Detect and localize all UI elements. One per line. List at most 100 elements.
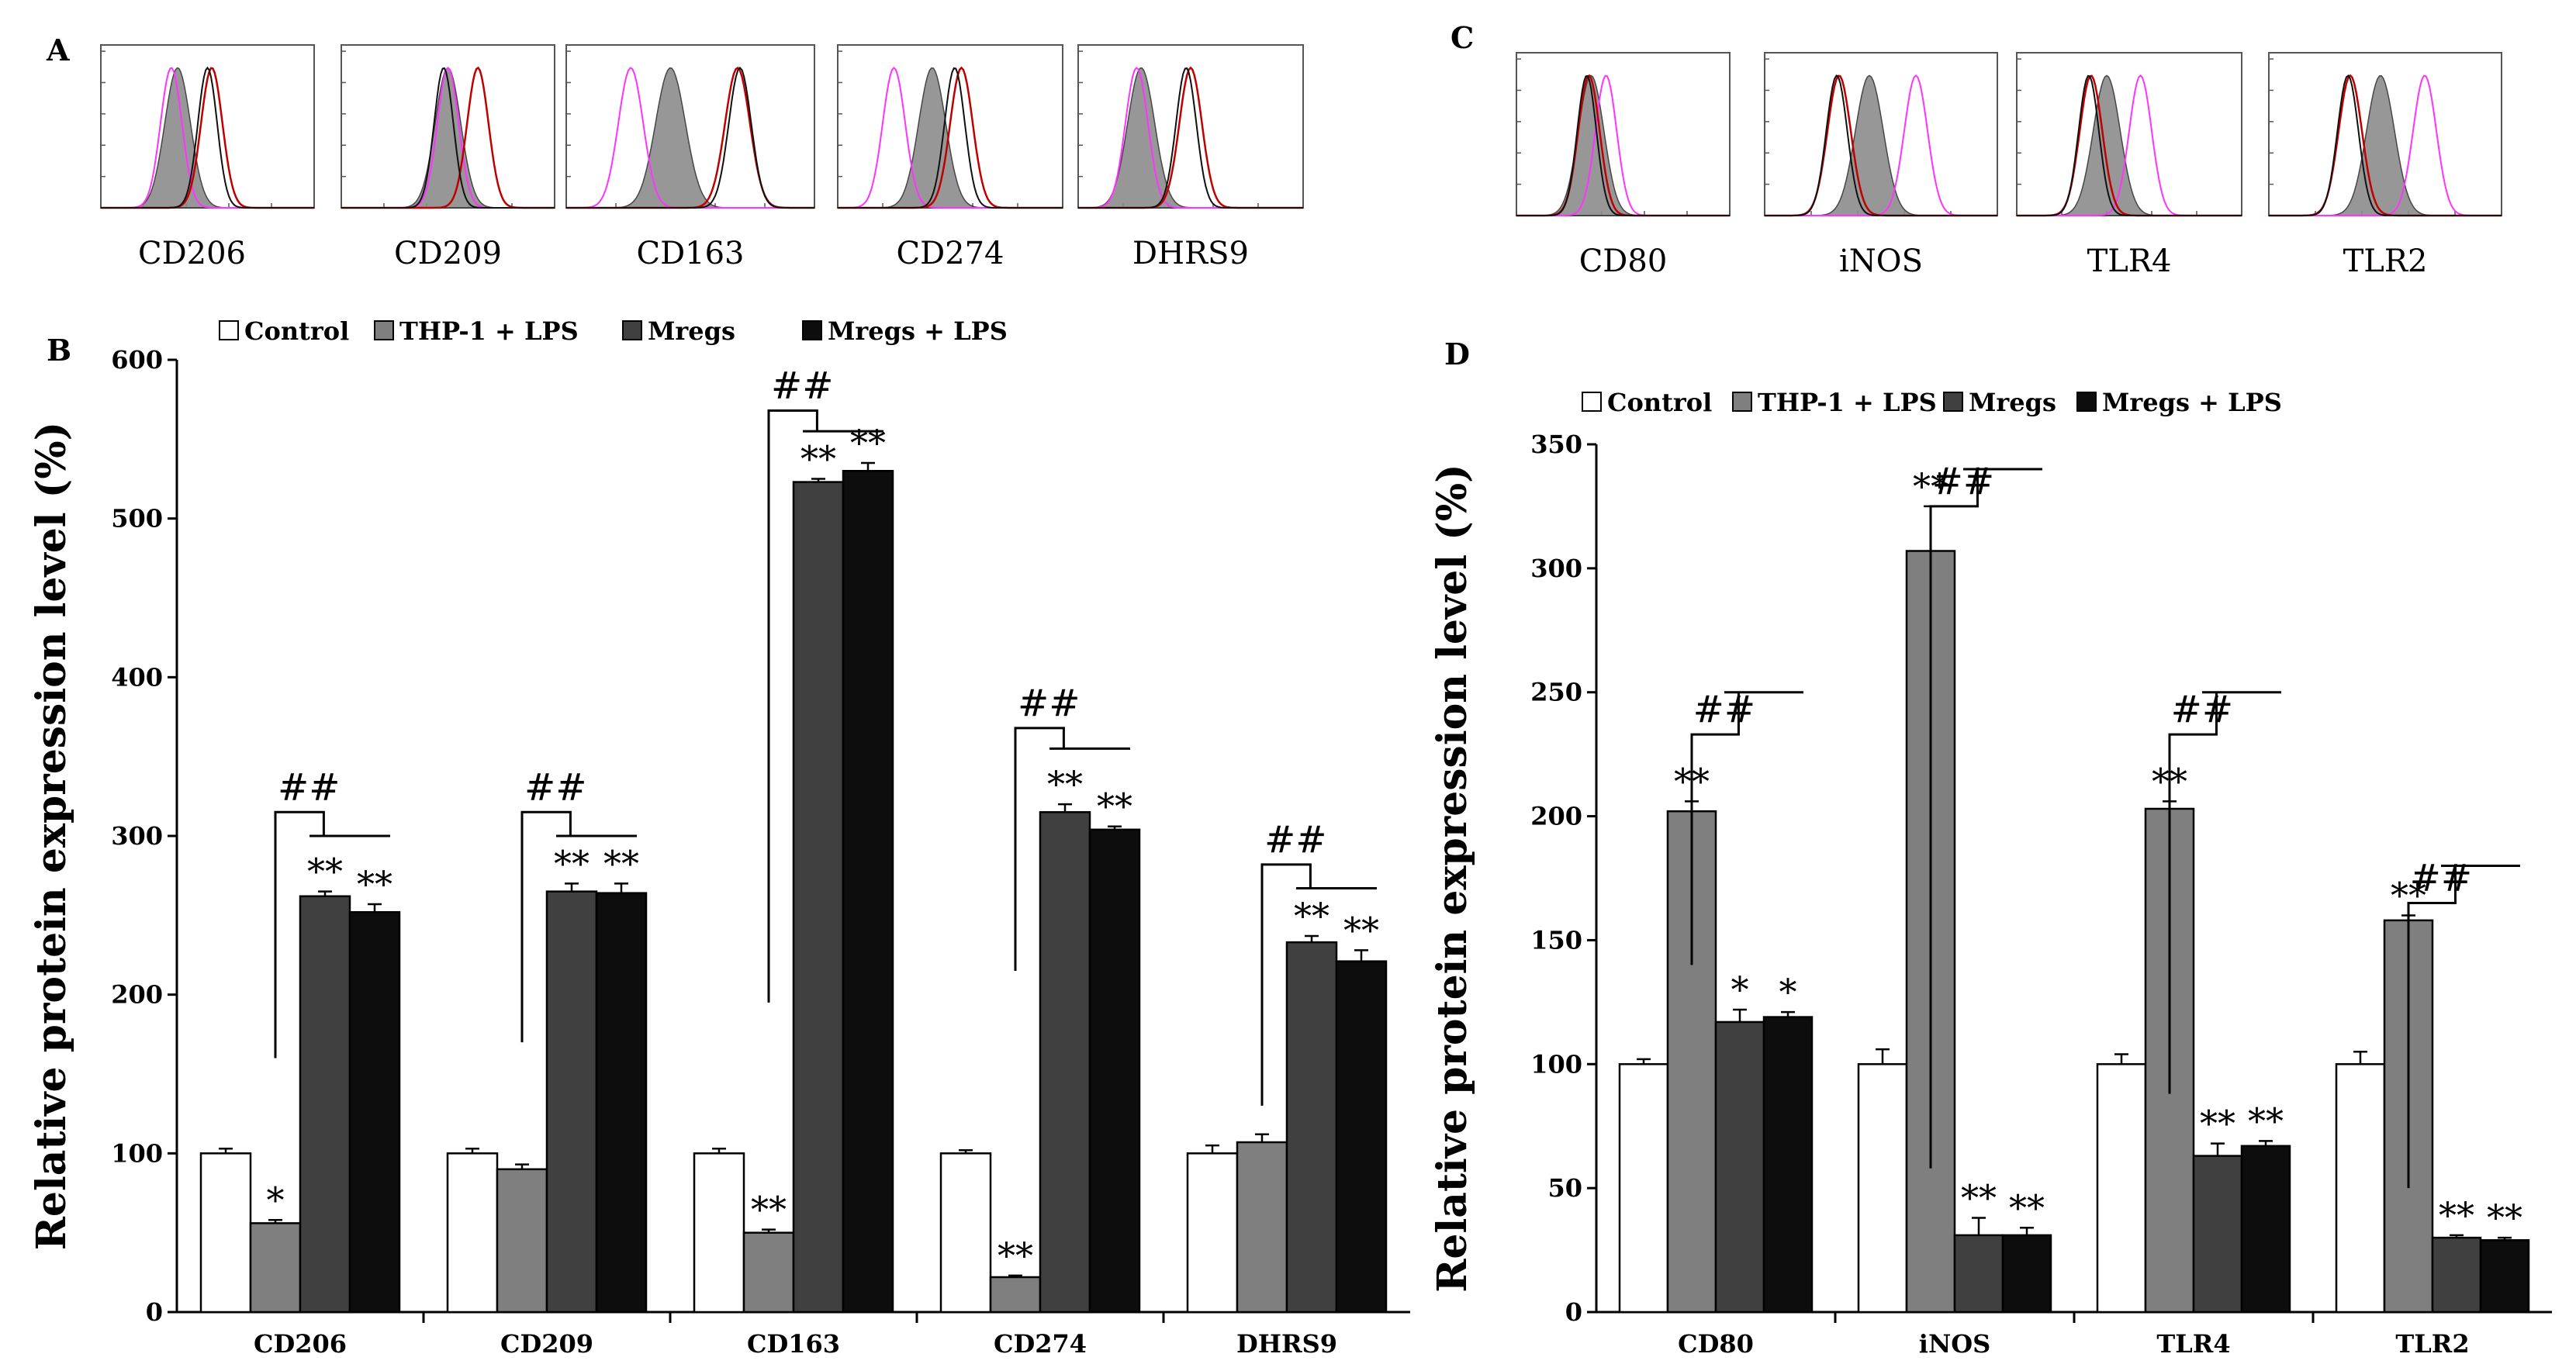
panel-letter-d: D: [1444, 337, 1470, 371]
significance-mark: **: [307, 851, 343, 893]
bar: [792, 481, 845, 1314]
bar: [989, 1276, 1042, 1314]
bar: [2431, 1236, 2482, 1314]
bar: [1186, 1152, 1239, 1314]
significance-mark: **: [1913, 465, 1948, 507]
bracket-label: ##: [2410, 856, 2472, 900]
bracket-label: ##: [1693, 688, 1755, 731]
y-axis-label: Relative protein expression level (%): [28, 422, 75, 1251]
bracket-label: ##: [1018, 682, 1080, 725]
y-tick-label: 0: [146, 1297, 163, 1327]
significance-mark: **: [1097, 786, 1132, 827]
bar: [1618, 1063, 1669, 1314]
y-tick-label: 400: [111, 662, 163, 692]
bar: [1088, 828, 1141, 1314]
legend-label: THP-1 + LPS: [399, 316, 579, 346]
comparison-bracket: ##: [1690, 688, 1803, 965]
significance-mark: *: [1779, 971, 1797, 1013]
flow-histogram: iNOS: [1764, 52, 1998, 279]
legend-swatch: [1732, 392, 1752, 412]
legend-b: Control THP-1 + LPS Mregs Mregs + LPS: [219, 316, 1008, 346]
panel-letter-a: A: [46, 33, 70, 67]
significance-mark: **: [1961, 1177, 1997, 1219]
bar-chart-d: Relative protein expression level (%) 0 50…: [1429, 430, 2552, 1359]
bar: [446, 1152, 499, 1314]
significance-mark: *: [1731, 969, 1749, 1010]
bar: [2335, 1063, 2386, 1314]
black-histogram: [341, 67, 555, 209]
bar: [1039, 811, 1091, 1314]
legend-item: Mregs: [622, 316, 735, 346]
category-label: iNOS: [1919, 1329, 1990, 1359]
y-tick-label: 500: [111, 504, 163, 534]
significance-mark: **: [800, 438, 836, 480]
bar: [939, 1152, 992, 1314]
legend-item: Control: [1582, 388, 1712, 417]
black-histogram: [101, 66, 314, 209]
legend-item: Mregs + LPS: [2076, 388, 2282, 417]
bar: [1285, 941, 1338, 1314]
category-label: DHRS9: [1236, 1329, 1337, 1359]
y-tick-label: 200: [111, 980, 163, 1010]
comparison-bracket: ##: [2168, 688, 2281, 1094]
category-label: TLR2: [2395, 1329, 2469, 1359]
comparison-bracket: ##: [1014, 682, 1130, 971]
y-tick-label: 0: [1565, 1297, 1582, 1327]
significance-mark: **: [2009, 1186, 2045, 1228]
significance-mark: **: [998, 1235, 1033, 1276]
y-tick-label: 300: [1530, 554, 1582, 583]
legend-swatch: [1582, 392, 1602, 412]
flow-label: CD209: [394, 236, 502, 271]
bracket-label: ##: [1264, 818, 1326, 862]
significance-mark: **: [603, 842, 639, 884]
y-tick-label: 300: [111, 821, 163, 851]
legend-item: Mregs + LPS: [802, 316, 1008, 346]
y-tick-label: 50: [1547, 1173, 1582, 1203]
comparison-bracket: ##: [767, 364, 883, 1003]
black-histogram: [2269, 74, 2502, 216]
black-histogram: [1078, 67, 1303, 209]
bar: [249, 1222, 302, 1314]
black-histogram: [838, 67, 1063, 209]
bar: [2240, 1145, 2291, 1314]
comparison-bracket: ##: [520, 765, 637, 1043]
black-histogram: [1516, 74, 1730, 216]
legend-swatch: [374, 320, 394, 340]
significance-mark: **: [1343, 909, 1379, 951]
flow-label: CD80: [1579, 243, 1668, 279]
bar: [1714, 1020, 1765, 1314]
comparison-bracket: ##: [1260, 818, 1377, 1106]
legend-swatch: [2076, 392, 2097, 412]
significance-mark: **: [554, 842, 590, 884]
category-label: CD163: [747, 1329, 840, 1359]
category-label: TLR4: [2156, 1329, 2230, 1359]
flow-label: DHRS9: [1132, 236, 1249, 271]
flow-histograms-c: CD80 iNOS TLR4 TLR2: [1516, 52, 2502, 279]
flow-histogram: CD163: [565, 44, 815, 271]
flow-histogram: TLR4: [2016, 52, 2242, 279]
comparison-bracket: ##: [2407, 856, 2520, 1189]
significance-mark: **: [357, 863, 392, 905]
legend-label: Mregs: [1969, 388, 2056, 417]
bar: [2192, 1155, 2243, 1314]
bar: [742, 1231, 795, 1314]
y-tick-label: 250: [1530, 678, 1582, 707]
flow-label: iNOS: [1839, 243, 1923, 279]
bar: [545, 890, 598, 1314]
flow-histogram: DHRS9: [1077, 44, 1304, 271]
significance-mark: **: [850, 422, 886, 464]
bar: [2001, 1234, 2052, 1314]
legend-item: Control: [219, 316, 349, 346]
significance-mark: **: [1294, 895, 1329, 937]
legend-label: Mregs: [648, 316, 735, 346]
panel-letter-c: C: [1451, 20, 1474, 55]
legend-swatch: [622, 320, 642, 340]
y-axis-label: Relative protein expression level (%): [1429, 464, 1476, 1293]
bracket-label: ##: [771, 364, 833, 407]
legend-swatch: [802, 320, 822, 340]
panel-letter-b: B: [47, 333, 71, 368]
flow-histogram: CD209: [341, 44, 555, 271]
category-label: CD209: [500, 1329, 593, 1359]
y-tick-label: 350: [1530, 430, 1582, 459]
